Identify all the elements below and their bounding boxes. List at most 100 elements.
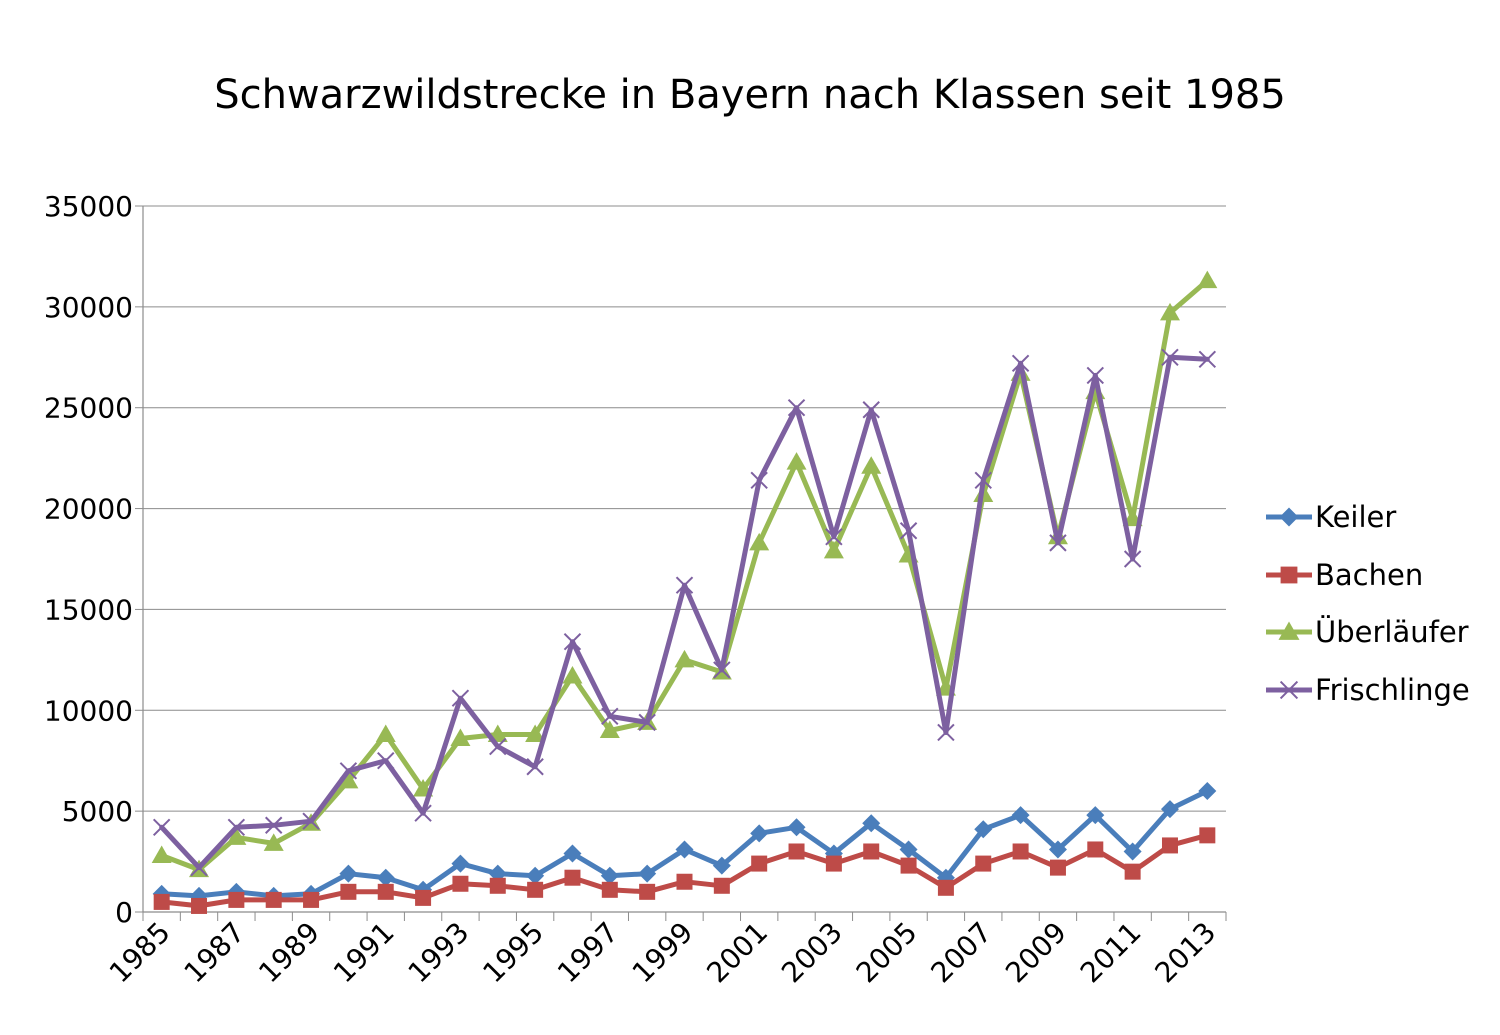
marker-x-stroke xyxy=(190,858,208,877)
marker-square xyxy=(1280,566,1298,584)
marker-x xyxy=(1086,366,1105,385)
marker-triangle xyxy=(599,720,620,738)
marker-x xyxy=(601,707,619,726)
marker-x xyxy=(1161,348,1179,366)
series-frischlinge xyxy=(152,348,1217,877)
marker-square xyxy=(228,891,245,908)
marker-square xyxy=(601,881,618,898)
marker-square xyxy=(265,891,282,908)
marker-diamond xyxy=(899,840,918,859)
marker-diamond xyxy=(376,868,395,887)
marker-x xyxy=(526,758,544,776)
marker-diamond xyxy=(1123,842,1142,861)
marker-square xyxy=(452,875,469,892)
series-lines xyxy=(151,270,1218,914)
marker-diamond xyxy=(712,856,731,875)
x-tick-label: 1993 xyxy=(402,916,476,990)
marker-diamond xyxy=(563,844,582,863)
y-tick-label: 0 xyxy=(115,896,133,929)
marker-x xyxy=(1011,354,1030,373)
marker-triangle xyxy=(151,845,172,864)
y-tick-label: 30000 xyxy=(44,291,133,324)
marker-x-stroke xyxy=(1123,550,1142,568)
y-tick-label: 35000 xyxy=(44,190,133,223)
y-tick-label: 5000 xyxy=(62,795,133,828)
marker-square xyxy=(1124,863,1141,880)
marker-square xyxy=(489,877,506,894)
legend-label: Bachen xyxy=(1315,558,1423,592)
marker-square xyxy=(1161,837,1178,854)
marker-diamond xyxy=(675,840,694,859)
marker-diamond xyxy=(526,866,545,885)
legend-item: Bachen xyxy=(1266,558,1423,592)
marker-diamond xyxy=(1160,800,1179,819)
marker-x-stroke xyxy=(1011,354,1030,373)
marker-square xyxy=(825,855,842,872)
marker-x-stroke xyxy=(750,471,768,490)
legend-item: Keiler xyxy=(1266,500,1396,534)
marker-x xyxy=(451,689,470,707)
marker-x xyxy=(787,399,806,417)
marker-triangle xyxy=(226,827,247,845)
legend-label: Keiler xyxy=(1315,500,1396,534)
marker-x-stroke xyxy=(563,632,582,651)
y-tick-label: 25000 xyxy=(44,392,133,425)
marker-x xyxy=(862,401,880,419)
marker-triangle xyxy=(1278,621,1300,640)
marker-x xyxy=(1198,350,1217,369)
x-tick-label: 2011 xyxy=(1074,916,1148,990)
marker-triangle xyxy=(786,452,807,470)
series-line xyxy=(159,354,1210,871)
marker-x xyxy=(563,632,582,651)
marker-triangle xyxy=(525,724,546,742)
marker-diamond xyxy=(1086,806,1105,825)
marker-diamond xyxy=(974,820,993,839)
marker-triangle xyxy=(749,532,770,551)
marker-x xyxy=(1123,550,1142,568)
marker-diamond xyxy=(1011,806,1030,825)
series-line xyxy=(159,278,1210,873)
x-tick-label: 1989 xyxy=(252,916,326,990)
marker-x-stroke xyxy=(787,399,806,417)
legend-label: Frischlinge xyxy=(1315,673,1470,707)
marker-triangle xyxy=(823,540,844,559)
marker-x-stroke xyxy=(825,528,843,546)
marker-square xyxy=(713,877,730,894)
marker-square xyxy=(377,883,394,900)
marker-triangle xyxy=(861,456,882,474)
marker-triangle xyxy=(562,665,583,684)
marker-triangle xyxy=(375,724,396,742)
y-tick-label: 10000 xyxy=(44,694,133,727)
marker-x-stroke xyxy=(974,471,992,490)
marker-x-stroke xyxy=(152,818,171,836)
marker-x-stroke xyxy=(1049,534,1067,552)
marker-x-stroke xyxy=(1161,348,1179,366)
marker-x-stroke xyxy=(675,576,694,594)
marker-square xyxy=(1049,859,1066,876)
marker-square xyxy=(527,881,544,898)
legend-item: Überläufer xyxy=(1266,615,1469,649)
marker-x xyxy=(713,661,731,679)
marker-x-stroke xyxy=(899,522,918,540)
series--berl-ufer xyxy=(151,270,1218,878)
x-tick-label: 2005 xyxy=(850,916,924,990)
marker-x xyxy=(825,528,843,546)
marker-x-stroke xyxy=(1279,680,1299,700)
marker-x xyxy=(152,818,171,836)
marker-x-stroke xyxy=(526,758,544,776)
marker-x xyxy=(974,471,992,490)
x-tick-label: 2007 xyxy=(924,916,998,990)
x-tick-label: 2003 xyxy=(775,916,849,990)
marker-triangle xyxy=(263,833,284,851)
y-tick-label: 15000 xyxy=(44,593,133,626)
x-tick-label: 1987 xyxy=(178,916,252,990)
marker-x xyxy=(377,752,395,770)
marker-square xyxy=(415,889,432,906)
marker-x-stroke xyxy=(377,752,395,770)
marker-x-stroke xyxy=(302,812,320,830)
marker-x-stroke xyxy=(601,707,619,726)
marker-diamond xyxy=(862,814,881,833)
marker-diamond xyxy=(750,824,769,843)
marker-diamond xyxy=(1048,840,1067,859)
marker-x-stroke xyxy=(227,818,246,836)
